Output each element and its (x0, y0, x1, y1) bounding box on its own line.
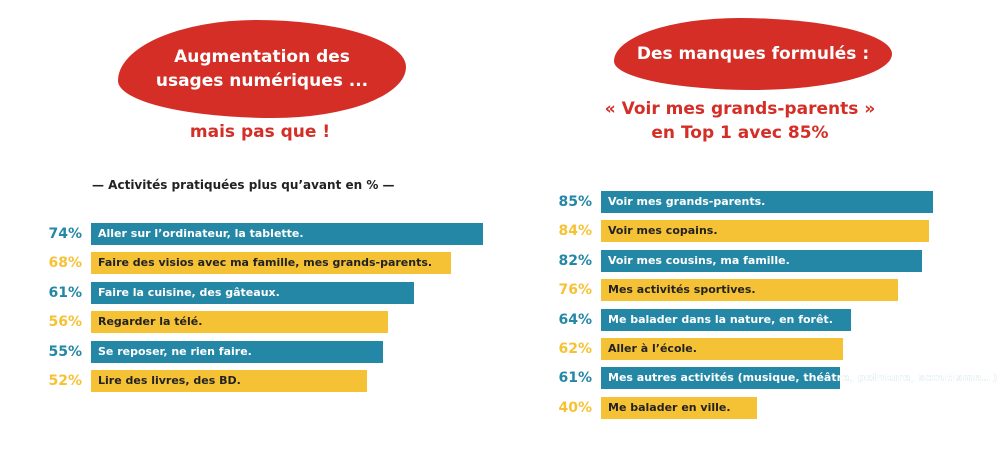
bar (601, 308, 852, 331)
bar (91, 340, 383, 363)
bar-value-label: 68% (48, 255, 82, 272)
bar-value-label: 76% (558, 282, 592, 299)
bar (91, 281, 415, 304)
right-subtitle-line1: « Voir mes grands-parents » (604, 99, 876, 119)
bar-category-label: Regarder la télé. (98, 315, 203, 329)
right-subtitle: « Voir mes grands-parents » en Top 1 ave… (590, 97, 890, 145)
bar (91, 370, 367, 392)
bar-category-label: Voir mes cousins, ma famille. (608, 253, 790, 267)
right-subtitle-line2: en Top 1 avec 85% (651, 123, 829, 143)
bar (91, 223, 484, 245)
bar-category-label: Mes activités sportives. (608, 283, 756, 297)
bar-value-label: 74% (48, 226, 82, 242)
bar-category-label: Se reposer, ne rien faire. (98, 344, 252, 358)
bar-value-label: 61% (558, 370, 592, 387)
left-heading-line2: usages numériques ... (155, 71, 369, 91)
left-subtitle: mais pas que ! (189, 122, 331, 142)
bar-value-label: 52% (48, 373, 82, 389)
bar (601, 191, 934, 213)
bar-category-label: Me balader dans la nature, en forêt. (608, 312, 833, 326)
bar (601, 367, 840, 390)
bar-category-label: Voir mes copains. (608, 224, 718, 238)
bar (601, 249, 922, 272)
left-heading-line1: Augmentation des (174, 47, 350, 67)
bar-value-label: 40% (558, 399, 592, 416)
bar (601, 279, 899, 302)
bar-category-label: Voir mes grands-parents. (608, 195, 766, 208)
bar-category-label: Mes autres activités (musique, théâtre, … (608, 371, 998, 385)
bar-category-label: Me balader en ville. (608, 400, 731, 414)
bar-category-label: Aller sur l’ordinateur, la tablette. (98, 227, 304, 240)
left-heading-blob: Augmentation des usages numériques ... (118, 20, 406, 118)
bar (601, 338, 844, 360)
bar-value-label: 85% (558, 194, 592, 210)
bar-value-label: 64% (558, 311, 592, 328)
bar-category-label: Faire des visios avec ma famille, mes gr… (98, 256, 433, 270)
bar-category-label: Aller à l’école. (608, 342, 697, 355)
bar-value-label: 61% (48, 284, 82, 301)
bar (601, 220, 930, 243)
bar-value-label: 84% (558, 223, 592, 240)
left-chart-title: — Activités pratiquées plus qu’avant en … (92, 178, 395, 192)
right-heading-blob: Des manques formulés : (614, 18, 892, 90)
bar-value-label: 55% (48, 343, 82, 360)
bar-value-label: 82% (558, 252, 592, 269)
bar-category-label: Faire la cuisine, des gâteaux. (98, 285, 280, 299)
bar-category-label: Lire des livres, des BD. (98, 374, 241, 387)
bar-value-label: 56% (48, 314, 82, 331)
bar-value-label: 62% (558, 341, 592, 357)
bar (91, 252, 452, 275)
bar (601, 396, 758, 419)
bar (91, 311, 388, 334)
right-heading: Des manques formulés : (636, 44, 870, 64)
